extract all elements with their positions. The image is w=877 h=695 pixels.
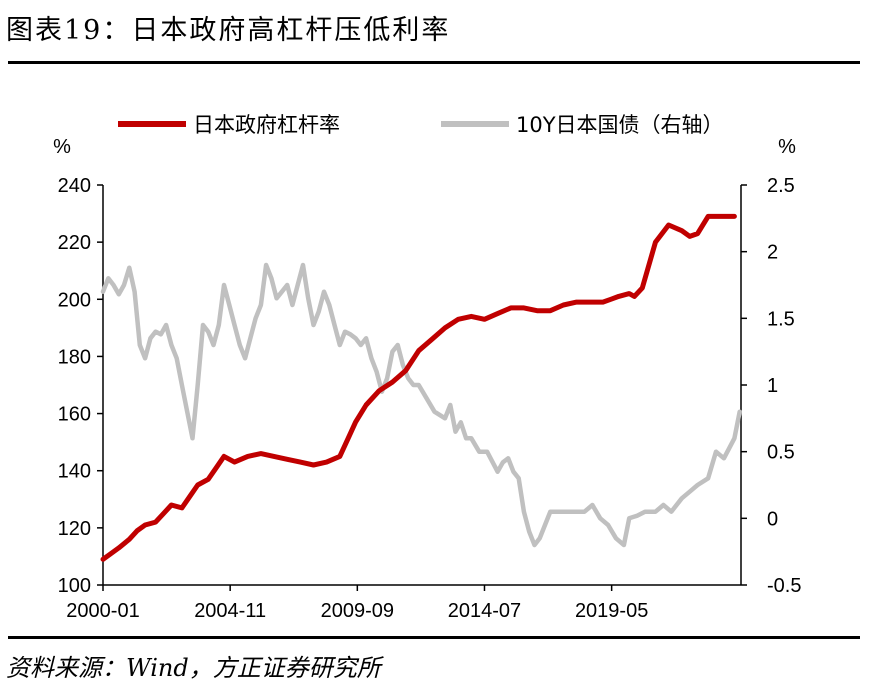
source-note: 资料来源：Wind，方正证券研究所: [6, 654, 381, 682]
right-tick-label: -0.5: [767, 575, 801, 597]
figure-title: 图表19：日本政府高杠杆压低利率: [6, 15, 451, 46]
x-tick-label: 2009-09: [321, 600, 394, 622]
left-tick-label: 200: [58, 289, 91, 311]
left-tick-label: 140: [58, 461, 91, 483]
left-tick-label: 120: [58, 518, 91, 540]
title-rule: [8, 61, 860, 64]
x-tick-label: 2019-05: [575, 600, 648, 622]
series-line-leverage: [100, 213, 737, 562]
right-tick-label: 1.5: [767, 308, 795, 330]
legend-label-leverage: 日本政府杠杆率: [193, 113, 340, 137]
left-tick-label: 100: [58, 575, 91, 597]
left-tick-label: 220: [58, 232, 91, 254]
left-axis-unit: %: [53, 136, 71, 158]
left-tick-label: 160: [58, 404, 91, 426]
source-rule: [8, 636, 860, 639]
x-tick-label: 2014-07: [448, 600, 521, 622]
right-tick-label: 2.5: [767, 175, 795, 197]
legend-label-jgb10y: 10Y日本国债（右轴）: [516, 113, 724, 137]
left-tick-label: 180: [58, 346, 91, 368]
right-tick-label: 1: [767, 375, 778, 397]
right-tick-label: 2: [767, 242, 778, 264]
right-axis-unit: %: [778, 136, 796, 158]
right-tick-label: 0: [767, 508, 778, 530]
series-line-jgb10y: [100, 262, 742, 548]
right-tick-label: 0.5: [767, 442, 795, 464]
x-tick-label: 2000-01: [66, 600, 139, 622]
x-tick-label: 2004-11: [194, 600, 266, 622]
left-tick-label: 240: [58, 175, 91, 197]
